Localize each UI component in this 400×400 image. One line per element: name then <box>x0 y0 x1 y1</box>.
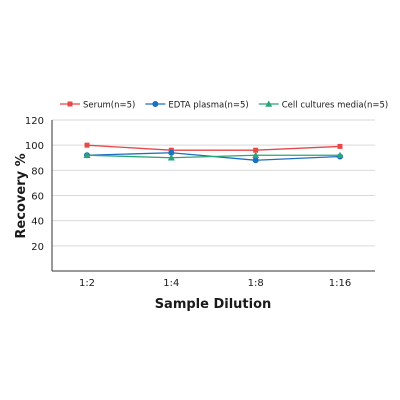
y-axis-title: Recovery % <box>14 153 29 238</box>
x-tick-label: 1:4 <box>163 278 179 289</box>
legend-item: EDTA plasma(n=5) <box>145 101 249 111</box>
axes <box>51 120 375 272</box>
y-tick-label: 100 <box>25 141 44 152</box>
legend-item: Serum(n=5) <box>60 101 135 111</box>
x-axis-title: Sample Dilution <box>155 297 272 312</box>
legend: Serum(n=5) EDTA plasma(n=5) Cell cultures … <box>60 100 388 111</box>
data-point <box>83 151 91 159</box>
y-tick-label: 60 <box>31 192 44 203</box>
data-point <box>252 157 259 164</box>
data-point <box>253 147 259 153</box>
data-point <box>84 142 90 148</box>
legend-marker <box>67 101 73 107</box>
legend-marker <box>265 100 273 107</box>
y-tick-labels: 20 40 60 80 100 120 <box>25 116 44 253</box>
y-tick-label: 40 <box>31 217 44 228</box>
x-tick-labels: 1:2 1:4 1:8 1:16 <box>79 278 351 289</box>
legend-label: Serum(n=5) <box>83 101 135 111</box>
series-line <box>86 154 340 159</box>
data-point <box>252 151 260 159</box>
gridlines <box>52 119 375 247</box>
y-tick-label: 120 <box>25 116 44 127</box>
data-point <box>168 149 175 156</box>
data-point <box>167 154 175 161</box>
series-line <box>86 144 341 151</box>
data-point <box>336 151 344 159</box>
x-tick-label: 1:8 <box>248 278 264 289</box>
series-triangle <box>83 151 344 161</box>
x-tick-label: 1:2 <box>79 278 95 289</box>
x-tick-label: 1:16 <box>329 278 351 289</box>
series-square <box>84 142 343 153</box>
y-tick-label: 20 <box>31 242 44 253</box>
data-point <box>337 143 343 149</box>
legend-label: EDTA plasma(n=5) <box>168 101 248 111</box>
legend-marker <box>152 101 159 107</box>
legend-label: Cell cultures media(n=5) <box>282 101 388 111</box>
y-tick-label: 80 <box>31 166 44 177</box>
legend-item: Cell cultures media(n=5) <box>258 100 388 111</box>
series-group <box>83 142 344 164</box>
